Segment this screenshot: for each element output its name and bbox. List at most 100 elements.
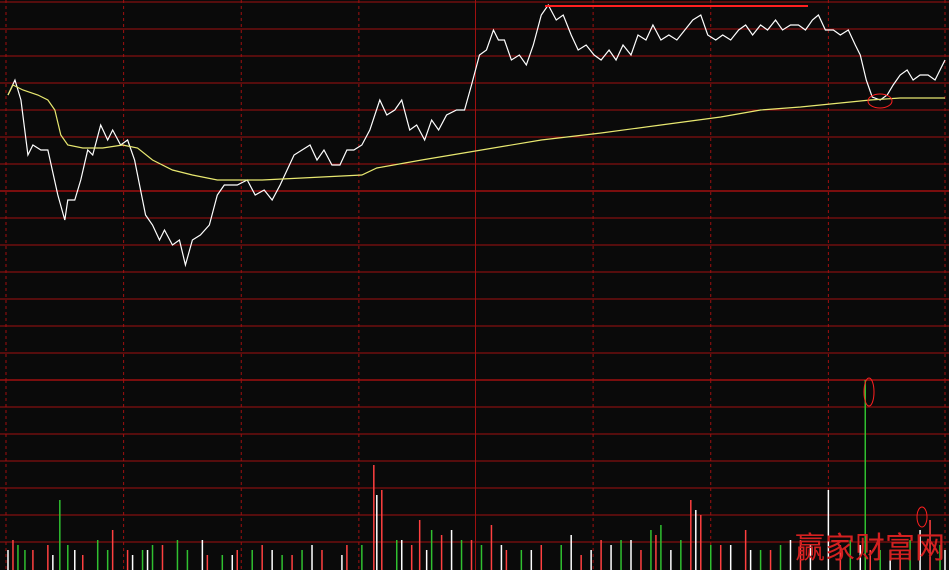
volume-bar bbox=[460, 540, 463, 570]
volume-bar bbox=[301, 550, 303, 570]
price-line bbox=[7, 84, 945, 181]
volume-bar bbox=[929, 520, 931, 570]
volume-bar bbox=[540, 545, 543, 570]
annotation-circle bbox=[916, 506, 928, 528]
volume-bar bbox=[376, 495, 378, 570]
volume-bar bbox=[251, 550, 253, 570]
volume-bar bbox=[789, 540, 792, 570]
volume-bar bbox=[879, 550, 881, 570]
annotation-circle bbox=[867, 93, 893, 109]
volume-bar bbox=[827, 490, 830, 570]
volume-bar bbox=[47, 545, 49, 570]
volume-bar bbox=[261, 545, 263, 570]
volume-bar bbox=[400, 540, 403, 570]
volume-bar bbox=[729, 545, 732, 570]
volume-bar bbox=[201, 540, 204, 570]
volume-bar bbox=[111, 530, 114, 570]
volume-bar bbox=[580, 555, 582, 570]
volume-bar bbox=[944, 550, 946, 570]
volume-bar bbox=[395, 540, 398, 570]
volume-bar bbox=[450, 530, 453, 570]
volume-bar bbox=[161, 545, 164, 570]
volume-bar bbox=[7, 550, 9, 570]
volume-bar bbox=[24, 550, 26, 570]
volume-bar bbox=[600, 540, 602, 570]
volume-bar bbox=[709, 545, 712, 570]
volume-bar bbox=[17, 545, 19, 570]
volume-bar bbox=[52, 555, 54, 570]
volume-bar bbox=[490, 525, 493, 570]
volume-bar bbox=[281, 555, 283, 570]
volume-bar bbox=[236, 550, 239, 570]
volume-bar bbox=[809, 545, 812, 570]
volume-bar bbox=[311, 545, 313, 570]
volume-bar bbox=[744, 530, 747, 570]
volume-bar bbox=[849, 540, 852, 570]
volume-bar bbox=[126, 550, 129, 570]
volume-bar bbox=[520, 550, 523, 570]
volume-bar bbox=[799, 540, 802, 570]
volume-bar bbox=[779, 545, 782, 570]
price-line bbox=[7, 3, 946, 268]
volume-bar bbox=[440, 535, 443, 570]
volume-bar bbox=[131, 555, 134, 570]
volume-bar bbox=[909, 540, 911, 570]
volume-bar bbox=[889, 550, 891, 570]
volume-bar bbox=[106, 550, 109, 570]
volume-bar bbox=[74, 550, 76, 570]
volume-bar bbox=[660, 525, 662, 570]
volume-bar bbox=[146, 550, 149, 570]
volume-bar bbox=[346, 545, 348, 570]
volume-bar bbox=[839, 545, 842, 570]
volume-bar bbox=[505, 550, 508, 570]
volume-bar bbox=[418, 520, 421, 570]
volume-bar bbox=[291, 555, 293, 570]
volume-bar bbox=[500, 545, 503, 570]
volume-bar bbox=[570, 535, 572, 570]
volume-bar bbox=[221, 555, 224, 570]
volume-bar bbox=[690, 500, 692, 570]
volume-bar bbox=[759, 550, 762, 570]
volume-bar bbox=[410, 545, 413, 570]
volume-bar bbox=[610, 545, 612, 570]
volume-bar bbox=[719, 545, 722, 570]
volume-bar bbox=[321, 550, 323, 570]
volume-bar bbox=[530, 550, 533, 570]
volume-bar bbox=[680, 540, 682, 570]
volume-bar bbox=[700, 515, 702, 570]
volume-bar bbox=[859, 545, 862, 570]
volume-bar bbox=[869, 550, 871, 570]
volume-bar bbox=[206, 555, 209, 570]
volume-bar bbox=[176, 540, 179, 570]
watermark: 赢家财富网 bbox=[795, 531, 945, 566]
volume-bar bbox=[59, 500, 61, 570]
annotation-circle bbox=[863, 377, 875, 407]
volume-bar bbox=[749, 550, 752, 570]
volume-bar bbox=[67, 545, 69, 570]
volume-bar bbox=[373, 465, 375, 570]
volume-bar bbox=[96, 540, 99, 570]
volume-bar bbox=[919, 530, 921, 570]
volume-bar bbox=[12, 540, 14, 570]
volume-bar bbox=[939, 545, 941, 570]
volume-bar bbox=[630, 540, 632, 570]
volume-bar bbox=[341, 555, 343, 570]
volume-bar bbox=[480, 545, 483, 570]
volume-bar bbox=[590, 550, 592, 570]
volume-bar bbox=[650, 530, 652, 570]
volume-bar bbox=[769, 550, 772, 570]
volume-bar bbox=[186, 550, 189, 570]
volume-bar bbox=[81, 555, 84, 570]
volume-bar bbox=[361, 545, 363, 570]
volume-bar bbox=[271, 550, 273, 570]
volume-bar bbox=[655, 535, 657, 570]
volume-bar bbox=[864, 380, 867, 570]
volume-bar bbox=[151, 545, 154, 570]
volume-bar bbox=[425, 550, 428, 570]
volume-bar bbox=[560, 545, 562, 570]
volume-bar bbox=[670, 550, 672, 570]
